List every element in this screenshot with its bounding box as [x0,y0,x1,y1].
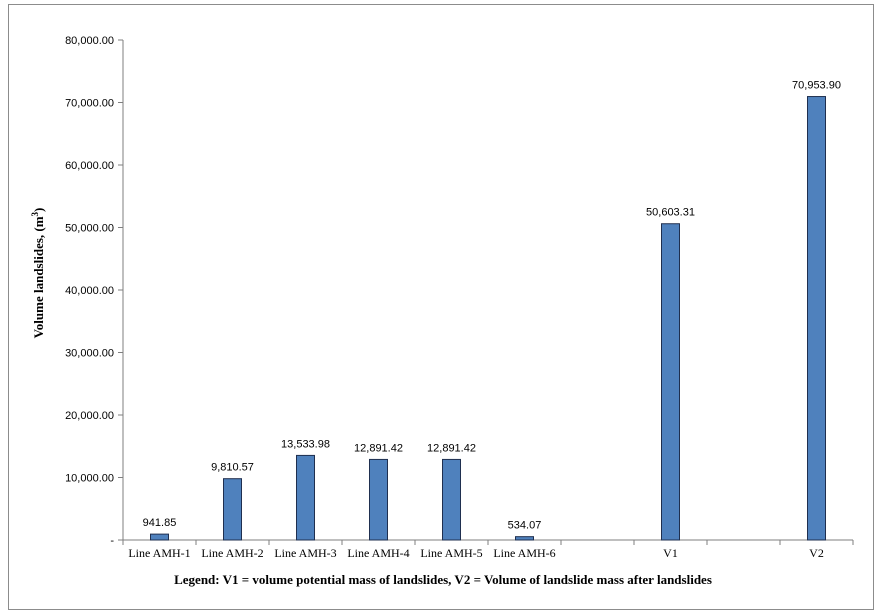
data-label: 9,810.57 [211,462,254,474]
y-tick-label: 30,000.00 [65,348,114,360]
legend-note: Legend: V1 = volume potential mass of la… [174,572,712,587]
bar [515,536,534,541]
category-label: V1 [663,546,678,560]
data-label: 50,603.31 [646,207,695,219]
y-axis-label: Volume landslides, (m3) [30,208,46,339]
y-tick-label: 80,000.00 [65,35,114,47]
y-tick-label: 50,000.00 [65,223,114,235]
data-label: 12,891.42 [354,442,403,454]
data-label: 70,953.90 [792,80,841,92]
data-label: 13,533.98 [281,438,330,450]
y-tick-label: 40,000.00 [65,285,114,297]
labels: Line AMH-1 941.85 Line AMH-2 9,810.57 Line A… [128,80,841,560]
bar-chart: - 10,000.00 20,000.00 30,000.00 40,000.00 50,… [30,35,854,587]
bar [661,223,680,541]
category-label: Line AMH-5 [420,546,482,560]
category-label: Line AMH-6 [493,546,555,560]
y-tick-label: 70,000.00 [65,98,114,110]
data-label: 941.85 [143,517,177,529]
chart-frame: - 10,000.00 20,000.00 30,000.00 40,000.00 50,… [8,4,874,610]
bars [150,96,826,541]
category-label: Line AMH-1 [128,546,190,560]
bar [369,458,388,541]
category-label: V2 [809,546,824,560]
bar [150,533,169,541]
bar [296,454,315,541]
y-tick-label: 20,000.00 [65,410,114,422]
data-label: 534.07 [508,520,542,532]
bar [442,458,461,541]
y-tick-label: 60,000.00 [65,160,114,172]
data-label: 12,891.42 [427,442,476,454]
category-label: Line AMH-2 [201,546,263,560]
axes: - 10,000.00 20,000.00 30,000.00 40,000.00 50,… [65,35,854,547]
y-tick-label: - [110,535,114,547]
category-label: Line AMH-3 [274,546,336,560]
bar [807,96,826,541]
category-label: Line AMH-4 [347,546,409,560]
bar [223,478,242,541]
y-tick-label: 10,000.00 [65,473,114,485]
